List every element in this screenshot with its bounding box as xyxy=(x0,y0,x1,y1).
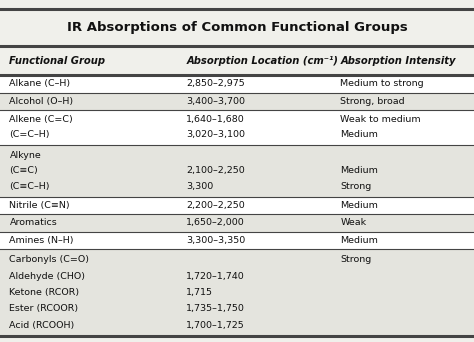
Bar xyxy=(0,145,474,197)
Text: 1,735–1,750: 1,735–1,750 xyxy=(186,304,245,313)
Text: 3,300: 3,300 xyxy=(186,182,213,191)
Text: Aldehyde (CHO): Aldehyde (CHO) xyxy=(9,272,85,280)
Text: Medium: Medium xyxy=(340,130,378,140)
Text: 1,640–1,680: 1,640–1,680 xyxy=(186,115,245,124)
Text: Medium: Medium xyxy=(340,201,378,210)
Text: Alkyne: Alkyne xyxy=(9,150,41,159)
Text: Ketone (RCOR): Ketone (RCOR) xyxy=(9,288,80,297)
Text: Alcohol (O–H): Alcohol (O–H) xyxy=(9,97,73,106)
Text: Absorption Location (cm⁻¹): Absorption Location (cm⁻¹) xyxy=(186,56,338,66)
Text: Medium: Medium xyxy=(340,166,378,175)
Text: 1,720–1,740: 1,720–1,740 xyxy=(186,272,245,280)
Bar xyxy=(0,214,474,232)
Text: Absorption Intensity: Absorption Intensity xyxy=(340,56,456,66)
Text: Weak: Weak xyxy=(340,219,366,227)
Text: Alkane (C–H): Alkane (C–H) xyxy=(9,79,71,89)
Text: Medium: Medium xyxy=(340,236,378,245)
Text: Alkene (C=C): Alkene (C=C) xyxy=(9,115,73,124)
Bar xyxy=(0,75,474,93)
Text: Amines (N–H): Amines (N–H) xyxy=(9,236,74,245)
Text: 1,650–2,000: 1,650–2,000 xyxy=(186,219,245,227)
Text: Aromatics: Aromatics xyxy=(9,219,57,227)
Bar xyxy=(0,110,474,145)
Text: Functional Group: Functional Group xyxy=(9,56,106,66)
Text: Ester (RCOOR): Ester (RCOOR) xyxy=(9,304,79,313)
Bar xyxy=(0,197,474,214)
Text: 3,300–3,350: 3,300–3,350 xyxy=(186,236,246,245)
Text: Acid (RCOOH): Acid (RCOOH) xyxy=(9,321,75,330)
Text: 3,020–3,100: 3,020–3,100 xyxy=(186,130,245,140)
Text: (C≡C–H): (C≡C–H) xyxy=(9,182,50,191)
Text: Strong: Strong xyxy=(340,182,372,191)
Text: Carbonyls (C=O): Carbonyls (C=O) xyxy=(9,255,90,264)
Text: Strong: Strong xyxy=(340,255,372,264)
Text: 3,400–3,700: 3,400–3,700 xyxy=(186,97,245,106)
Text: Medium to strong: Medium to strong xyxy=(340,79,424,89)
Text: Strong, broad: Strong, broad xyxy=(340,97,405,106)
Bar xyxy=(0,9,474,46)
Bar xyxy=(0,249,474,336)
Text: (C≡C): (C≡C) xyxy=(9,166,38,175)
Text: IR Absorptions of Common Functional Groups: IR Absorptions of Common Functional Grou… xyxy=(67,21,407,34)
Text: 2,100–2,250: 2,100–2,250 xyxy=(186,166,245,175)
Text: 2,200–2,250: 2,200–2,250 xyxy=(186,201,245,210)
Text: Weak to medium: Weak to medium xyxy=(340,115,421,124)
Bar xyxy=(0,93,474,110)
Bar xyxy=(0,232,474,249)
Text: 2,850–2,975: 2,850–2,975 xyxy=(186,79,245,89)
Text: 1,715: 1,715 xyxy=(186,288,213,297)
Text: Nitrile (C≡N): Nitrile (C≡N) xyxy=(9,201,70,210)
Text: 1,700–1,725: 1,700–1,725 xyxy=(186,321,245,330)
Text: (C=C–H): (C=C–H) xyxy=(9,130,50,140)
